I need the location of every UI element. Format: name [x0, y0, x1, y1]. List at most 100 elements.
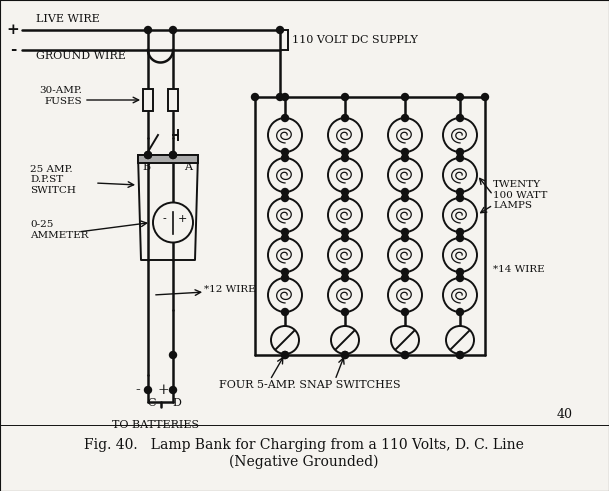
Circle shape: [457, 93, 463, 101]
Circle shape: [457, 228, 463, 236]
Circle shape: [401, 269, 409, 275]
Text: -: -: [162, 215, 166, 224]
Circle shape: [401, 194, 409, 201]
Circle shape: [443, 278, 477, 312]
Circle shape: [342, 148, 348, 156]
Text: TWENTY
100 WATT
LAMPS: TWENTY 100 WATT LAMPS: [493, 180, 547, 210]
Circle shape: [328, 278, 362, 312]
Circle shape: [388, 158, 422, 192]
Circle shape: [401, 274, 409, 281]
Circle shape: [443, 118, 477, 152]
Circle shape: [144, 152, 152, 159]
Circle shape: [342, 93, 348, 101]
Circle shape: [144, 386, 152, 393]
Circle shape: [446, 326, 474, 354]
Circle shape: [342, 274, 348, 281]
Circle shape: [401, 235, 409, 242]
Circle shape: [457, 114, 463, 121]
Text: *12 WIRE: *12 WIRE: [204, 285, 256, 295]
Circle shape: [482, 93, 488, 101]
Circle shape: [457, 352, 463, 358]
Circle shape: [388, 238, 422, 272]
Circle shape: [328, 238, 362, 272]
Circle shape: [268, 158, 302, 192]
Circle shape: [281, 194, 289, 201]
Circle shape: [281, 269, 289, 275]
Circle shape: [153, 202, 193, 243]
Text: 30-AMP.
FUSES: 30-AMP. FUSES: [39, 86, 82, 106]
Circle shape: [281, 352, 289, 358]
Circle shape: [457, 189, 463, 195]
Circle shape: [328, 118, 362, 152]
Circle shape: [342, 114, 348, 121]
Circle shape: [401, 228, 409, 236]
Circle shape: [169, 152, 177, 159]
Circle shape: [252, 93, 258, 101]
Circle shape: [281, 114, 289, 121]
Polygon shape: [138, 155, 198, 163]
Circle shape: [457, 308, 463, 316]
Circle shape: [169, 152, 177, 159]
Circle shape: [401, 148, 409, 156]
Text: LIVE WIRE: LIVE WIRE: [36, 14, 100, 24]
Circle shape: [342, 155, 348, 162]
Text: +: +: [177, 215, 187, 224]
Circle shape: [401, 189, 409, 195]
Circle shape: [268, 118, 302, 152]
Circle shape: [144, 27, 152, 33]
Text: *14 WIRE: *14 WIRE: [493, 266, 544, 274]
Circle shape: [457, 269, 463, 275]
Circle shape: [328, 158, 362, 192]
Text: 40: 40: [557, 409, 573, 421]
Circle shape: [342, 194, 348, 201]
Circle shape: [271, 326, 299, 354]
Circle shape: [281, 148, 289, 156]
Circle shape: [401, 352, 409, 358]
Circle shape: [443, 198, 477, 232]
Circle shape: [281, 235, 289, 242]
Text: 25 AMP.
D.P.ST
SWITCH: 25 AMP. D.P.ST SWITCH: [30, 165, 76, 195]
Text: 0-25
AMMETER: 0-25 AMMETER: [30, 220, 88, 240]
Circle shape: [169, 27, 177, 33]
Circle shape: [457, 274, 463, 281]
Circle shape: [388, 118, 422, 152]
Circle shape: [276, 27, 284, 33]
Circle shape: [169, 386, 177, 393]
Circle shape: [342, 308, 348, 316]
Circle shape: [401, 155, 409, 162]
Circle shape: [457, 155, 463, 162]
Text: D: D: [172, 398, 181, 408]
Circle shape: [268, 278, 302, 312]
Circle shape: [281, 189, 289, 195]
Circle shape: [281, 93, 289, 101]
Text: C: C: [148, 398, 157, 408]
Text: -: -: [136, 383, 141, 397]
Circle shape: [401, 114, 409, 121]
Circle shape: [331, 326, 359, 354]
Text: -: -: [10, 43, 16, 57]
Circle shape: [391, 326, 419, 354]
Circle shape: [342, 235, 348, 242]
Circle shape: [342, 269, 348, 275]
Circle shape: [443, 238, 477, 272]
Circle shape: [457, 352, 463, 358]
Text: FOUR 5-AMP. SNAP SWITCHES: FOUR 5-AMP. SNAP SWITCHES: [219, 380, 401, 390]
Circle shape: [268, 198, 302, 232]
Text: A: A: [184, 162, 192, 172]
Circle shape: [401, 93, 409, 101]
Text: GROUND WIRE: GROUND WIRE: [36, 51, 126, 61]
Text: 110 VOLT DC SUPPLY: 110 VOLT DC SUPPLY: [292, 35, 418, 45]
Circle shape: [443, 158, 477, 192]
Circle shape: [457, 148, 463, 156]
Text: Fig. 40.   Lamp Bank for Charging from a 110 Volts, D. C. Line: Fig. 40. Lamp Bank for Charging from a 1…: [84, 438, 524, 452]
Circle shape: [401, 352, 409, 358]
Circle shape: [281, 308, 289, 316]
Circle shape: [328, 198, 362, 232]
Circle shape: [281, 274, 289, 281]
Bar: [143, 89, 153, 111]
Text: B: B: [142, 162, 150, 172]
Text: TO BATTERIES: TO BATTERIES: [112, 420, 199, 430]
Circle shape: [281, 155, 289, 162]
Circle shape: [144, 152, 152, 159]
Circle shape: [457, 235, 463, 242]
